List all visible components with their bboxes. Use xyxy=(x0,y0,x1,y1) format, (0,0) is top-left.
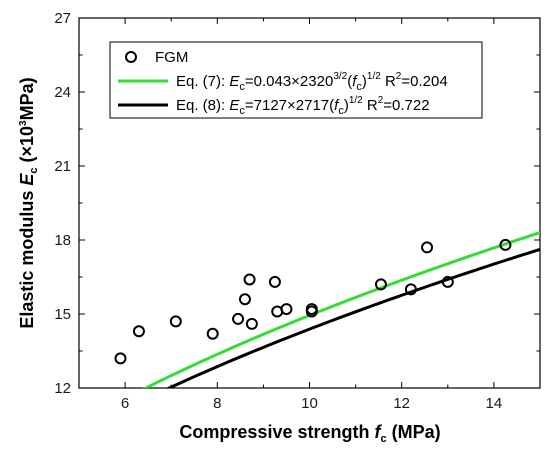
data-point xyxy=(374,278,387,291)
data-point xyxy=(441,275,454,288)
data-point xyxy=(499,238,512,251)
axis-tick-labels: 6 8 10 12 14 12 15 18 21 24 27 xyxy=(54,10,502,412)
data-point xyxy=(268,275,281,288)
x-tick-label: 14 xyxy=(486,395,503,412)
y-tick-label: 27 xyxy=(54,10,71,27)
y-tick-label: 15 xyxy=(54,306,71,323)
x-tick-label: 8 xyxy=(213,395,221,412)
data-point xyxy=(245,317,258,330)
legend-label-fgm: FGM xyxy=(155,49,188,66)
legend-marker-fgm xyxy=(125,51,137,63)
data-point xyxy=(404,283,417,296)
y-tick-label: 21 xyxy=(54,158,71,175)
x-axis-title: Compressive strength fc (MPa) xyxy=(179,422,440,445)
x-tick-label: 10 xyxy=(301,395,318,412)
data-point xyxy=(114,352,127,365)
x-tick-label: 6 xyxy=(121,395,129,412)
data-point xyxy=(421,241,434,254)
series-line-eq-7- xyxy=(142,231,540,388)
y-axis-title: Elastic modulus Ec (×103MPa) xyxy=(17,77,40,328)
legend-box xyxy=(109,41,483,119)
legend: FGM Eq. (7): Ec=0.043×23203/2(fc)1/2 R2=0… xyxy=(118,49,448,117)
data-point xyxy=(305,303,318,316)
legend-label-eq-7-: Eq. (7): Ec=0.043×23203/2(fc)1/2 R2=0.20… xyxy=(176,71,448,93)
data-point xyxy=(132,325,145,338)
data-point xyxy=(238,293,251,306)
y-tick-label: 18 xyxy=(54,232,71,249)
axis-ticks xyxy=(78,17,541,389)
data-point xyxy=(243,273,256,286)
data-point xyxy=(206,327,219,340)
data-layer xyxy=(114,231,540,388)
series-line-eq-8- xyxy=(165,247,540,388)
y-tick-label: 12 xyxy=(54,380,71,397)
legend-label-eq-8-: Eq. (8): Ec=7127×2717(fc)1/2 R2=0.722 xyxy=(176,95,430,117)
data-point xyxy=(169,315,182,328)
data-point xyxy=(280,303,293,316)
data-point xyxy=(232,312,245,325)
y-tick-label: 24 xyxy=(54,84,71,101)
x-tick-label: 12 xyxy=(393,395,410,412)
